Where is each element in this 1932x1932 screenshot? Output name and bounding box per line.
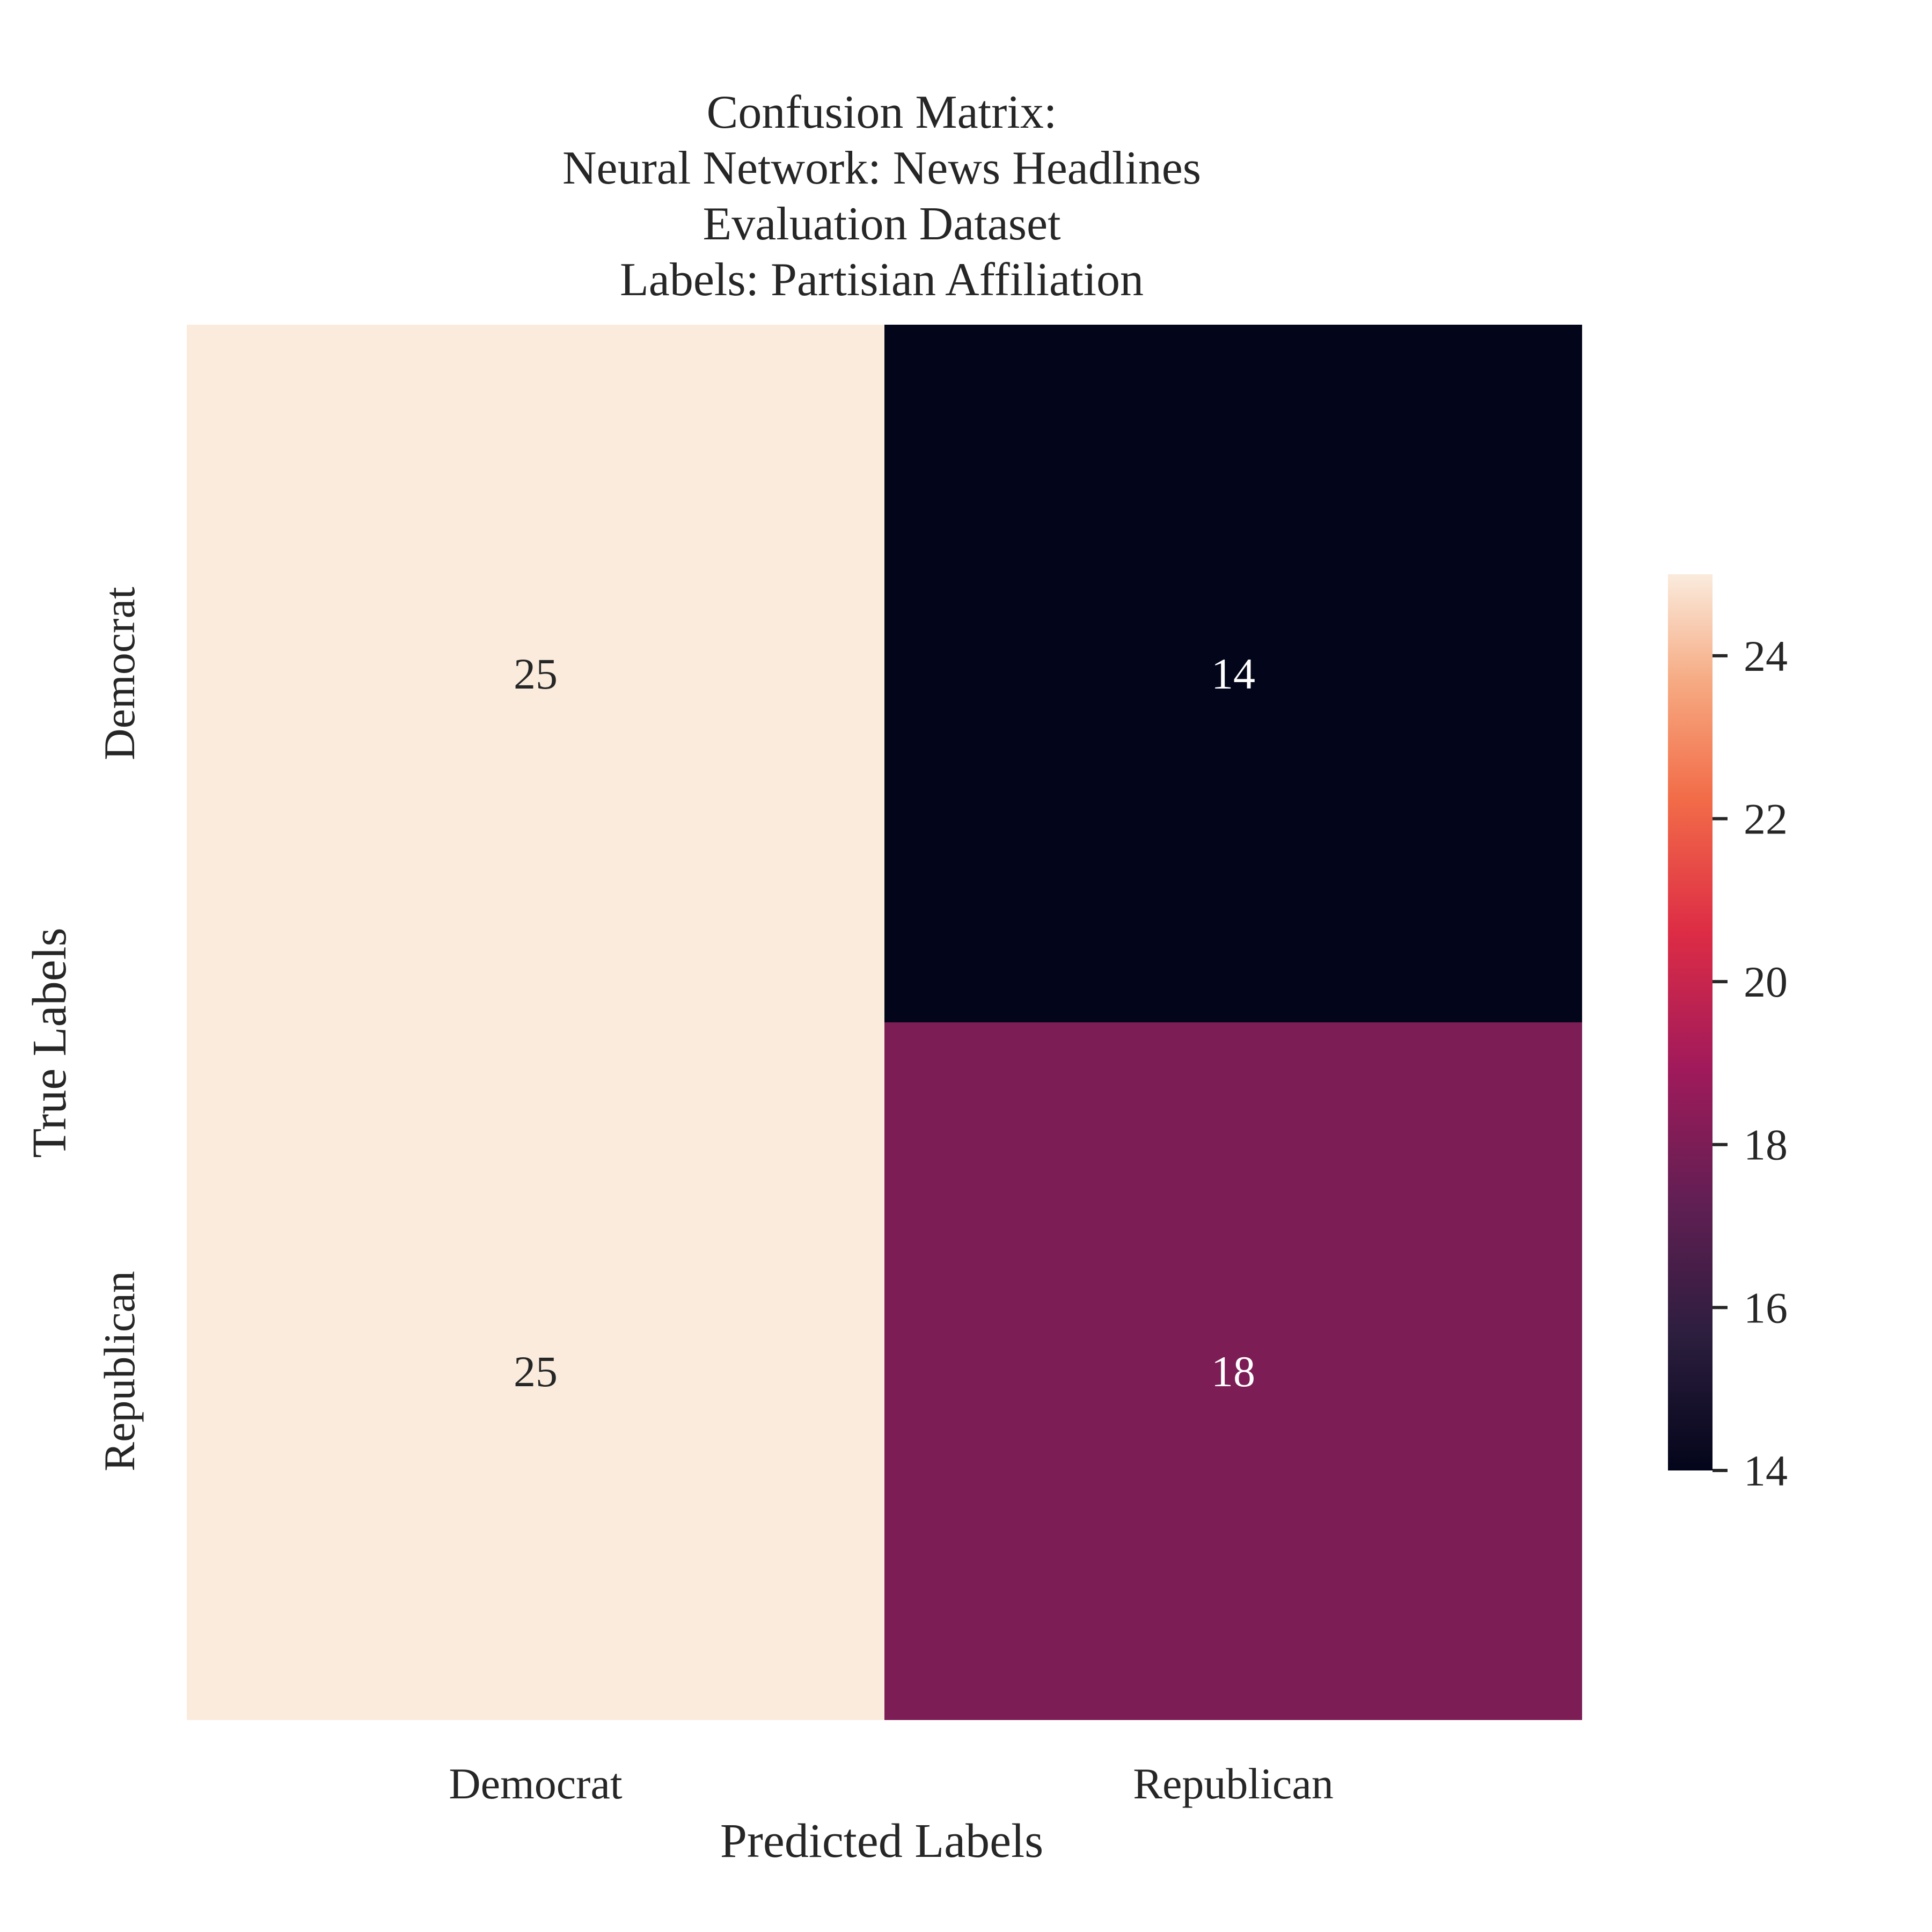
heatmap-cell-r1-c1 <box>884 1022 1582 1720</box>
heatmap-cell-r0-c1 <box>884 325 1582 1022</box>
cell-value-r1-c0: 25 <box>514 1347 558 1396</box>
heatmap-cells <box>187 325 1582 1720</box>
colorbar-tick-label-20: 20 <box>1744 957 1788 1006</box>
heatmap-cell-labels: 25 14 25 18 <box>514 649 1255 1396</box>
y-tick-labels: Democrat Republican <box>95 587 144 1472</box>
title-line-4: Labels: Partisian Affiliation <box>620 254 1144 306</box>
x-tick-label-democrat: Democrat <box>449 1759 622 1808</box>
cell-value-r0-c0: 25 <box>514 649 558 698</box>
colorbar: 14 16 18 20 22 24 <box>1668 574 1788 1495</box>
x-tick-label-republican: Republican <box>1133 1759 1333 1808</box>
colorbar-tick-label-22: 22 <box>1744 794 1788 843</box>
colorbar-tick-label-18: 18 <box>1744 1121 1788 1169</box>
y-tick-label-democrat: Democrat <box>95 587 144 760</box>
heatmap-cell-r1-c0 <box>187 1022 884 1720</box>
title-line-3: Evaluation Dataset <box>702 198 1060 250</box>
cell-value-r0-c1: 14 <box>1211 649 1255 698</box>
colorbar-tick-label-24: 24 <box>1744 632 1788 680</box>
colorbar-ticks: 14 16 18 20 22 24 <box>1713 632 1788 1495</box>
colorbar-gradient <box>1668 574 1713 1470</box>
chart-title: Confusion Matrix: Neural Network: News H… <box>562 86 1201 306</box>
x-axis-label: Predicted Labels <box>720 1814 1043 1868</box>
title-line-2: Neural Network: News Headlines <box>562 142 1201 194</box>
colorbar-tick-label-14: 14 <box>1744 1446 1788 1495</box>
title-line-1: Confusion Matrix: <box>707 86 1057 138</box>
heatmap-cell-r0-c0 <box>187 325 884 1022</box>
y-axis-label: True Labels <box>23 927 76 1158</box>
y-tick-label-republican: Republican <box>95 1271 144 1471</box>
colorbar-tick-label-16: 16 <box>1744 1283 1788 1332</box>
x-tick-labels: Democrat Republican <box>449 1759 1333 1808</box>
cell-value-r1-c1: 18 <box>1211 1347 1255 1396</box>
